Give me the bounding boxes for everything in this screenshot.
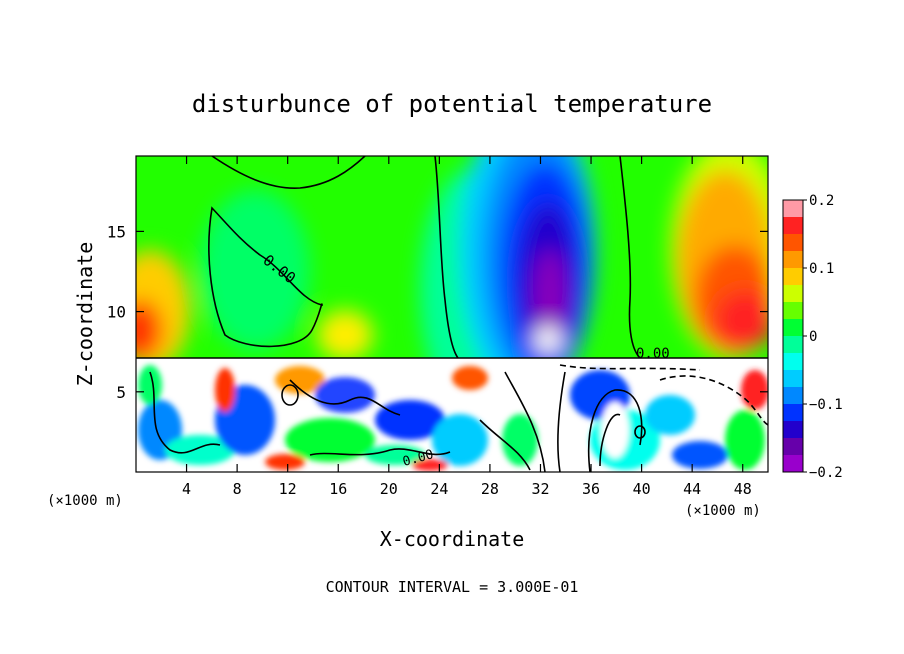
y-axis-label: Z-coordinate bbox=[73, 242, 97, 387]
contour-interval-note: CONTOUR INTERVAL = 3.000E-01 bbox=[326, 578, 579, 596]
x-tick-label: 44 bbox=[683, 480, 701, 498]
colorbar-swatch bbox=[783, 234, 803, 252]
x-tick-label: 16 bbox=[329, 480, 347, 498]
contour-line bbox=[659, 375, 768, 426]
colorbar-swatch bbox=[783, 336, 803, 354]
y-tick-label: 15 bbox=[107, 222, 126, 241]
colorbar-swatch bbox=[783, 438, 803, 456]
contour-line bbox=[557, 371, 566, 472]
contour-lines bbox=[136, 156, 768, 472]
colorbar-swatch bbox=[783, 251, 803, 269]
x-tick-label: 32 bbox=[531, 480, 549, 498]
colorbar-swatch bbox=[783, 217, 803, 235]
colorbar-labels: 0.2 0.1 0 −0.1 −0.2 bbox=[803, 193, 843, 481]
chart-title: disturbunce of potential temperature bbox=[192, 90, 712, 118]
x-unit-left: (×1000 m) bbox=[47, 493, 123, 509]
contour-line bbox=[309, 448, 451, 456]
colorbar-tick-label: −0.2 bbox=[809, 465, 843, 481]
contour-line bbox=[634, 425, 646, 439]
colorbar-swatch bbox=[783, 302, 803, 320]
colorbar-tick-label: 0.2 bbox=[809, 193, 834, 209]
x-axis-ticks: 4 8 12 16 20 24 28 32 36 40 44 48 bbox=[182, 156, 752, 498]
contour-line bbox=[289, 379, 401, 416]
x-tick-label: 8 bbox=[233, 480, 242, 498]
x-unit-right: (×1000 m) bbox=[685, 503, 761, 519]
x-axis-label: X-coordinate bbox=[380, 527, 525, 551]
colorbar-tick-label: 0.1 bbox=[809, 261, 834, 277]
y-tick-label: 10 bbox=[107, 303, 126, 322]
contour-line bbox=[479, 419, 531, 471]
x-tick-label: 12 bbox=[279, 480, 297, 498]
colorbar-swatch bbox=[783, 421, 803, 439]
colorbar-tick-label: −0.1 bbox=[809, 397, 843, 413]
colorbar-swatch bbox=[783, 370, 803, 388]
contour-line bbox=[211, 156, 366, 189]
y-axis-ticks: 5 10 15 bbox=[107, 222, 768, 402]
x-tick-label: 40 bbox=[633, 480, 651, 498]
contour-line bbox=[208, 206, 323, 348]
contour-label: 0.00 bbox=[636, 346, 670, 362]
colorbar-swatch bbox=[783, 268, 803, 286]
plot-frame bbox=[135, 155, 769, 473]
y-tick-label: 5 bbox=[116, 383, 126, 402]
contour-line bbox=[149, 371, 221, 454]
contour-line bbox=[599, 413, 621, 467]
colorbar bbox=[782, 199, 804, 473]
x-tick-label: 36 bbox=[582, 480, 600, 498]
contour-line bbox=[434, 156, 459, 359]
colorbar-swatch bbox=[783, 387, 803, 405]
contour-line bbox=[281, 384, 299, 406]
contour-line bbox=[504, 371, 546, 472]
colorbar-swatch bbox=[783, 200, 803, 218]
x-tick-label: 24 bbox=[430, 480, 448, 498]
x-tick-label: 28 bbox=[481, 480, 499, 498]
contour-line bbox=[619, 156, 641, 359]
colorbar-swatch bbox=[783, 455, 803, 473]
x-tick-label: 48 bbox=[734, 480, 752, 498]
colorbar-swatch bbox=[783, 353, 803, 371]
colorbar-swatch bbox=[783, 319, 803, 337]
colorbar-swatch bbox=[783, 285, 803, 303]
x-tick-label: 20 bbox=[380, 480, 398, 498]
colorbar-tick-label: 0 bbox=[809, 329, 817, 345]
contour-line bbox=[559, 364, 701, 371]
plot-area: 0.00 0.00 0.00 bbox=[136, 156, 768, 472]
x-tick-label: 4 bbox=[182, 480, 191, 498]
upper-field bbox=[136, 156, 768, 410]
colorbar-swatch bbox=[783, 404, 803, 422]
contour-line bbox=[587, 389, 643, 472]
